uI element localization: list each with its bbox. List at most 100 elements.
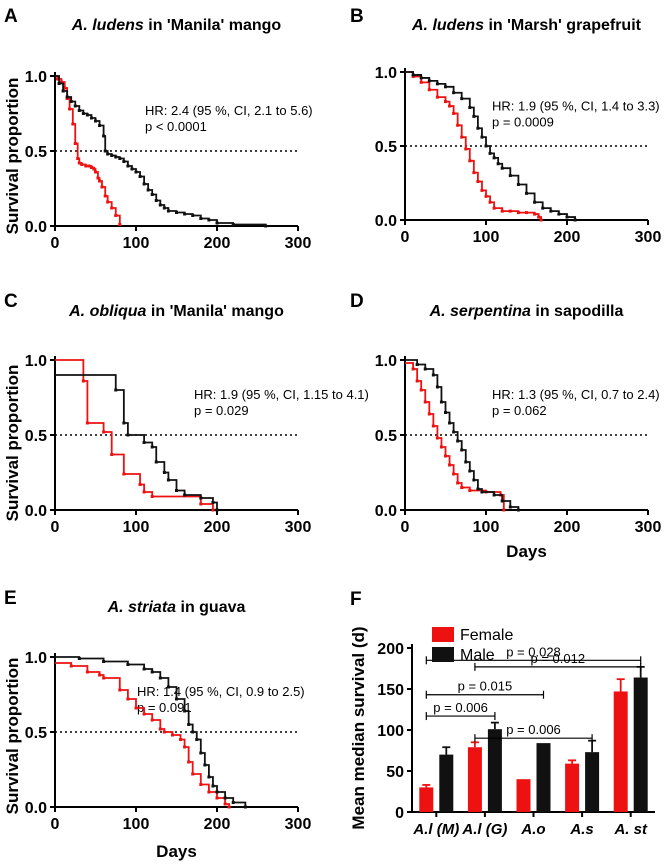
censor-mark-male bbox=[114, 388, 118, 392]
censor-mark-female bbox=[488, 200, 492, 204]
censor-mark-female bbox=[448, 104, 452, 108]
censor-mark-female bbox=[81, 379, 85, 383]
category-label: A.l (M) bbox=[412, 821, 459, 838]
censor-mark-female bbox=[439, 445, 443, 449]
censor-mark-female bbox=[150, 718, 154, 722]
x-tick-label: 100 bbox=[123, 816, 150, 833]
censor-mark-male bbox=[472, 478, 476, 482]
censor-mark-male bbox=[69, 100, 73, 103]
censor-mark-male bbox=[573, 218, 577, 222]
comparison-p-value: p = 0.015 bbox=[458, 679, 513, 694]
censor-mark-male bbox=[207, 218, 211, 222]
y-tick-label: 0.0 bbox=[25, 503, 47, 520]
censor-mark-male bbox=[468, 106, 472, 110]
category-label: A. st bbox=[613, 821, 648, 838]
y-tick-label: 50 bbox=[386, 764, 404, 781]
panel-title: A. ludens in 'Manila' mango bbox=[71, 17, 282, 34]
p-value-text: p = 0.091 bbox=[137, 700, 192, 715]
censor-mark-female bbox=[419, 388, 423, 392]
censor-mark-female bbox=[98, 179, 102, 183]
censor-mark-female bbox=[211, 508, 215, 512]
x-tick-label: 100 bbox=[123, 519, 150, 536]
survival-curve-female bbox=[55, 75, 121, 225]
censor-mark-male bbox=[73, 104, 77, 108]
censor-mark-female bbox=[85, 670, 89, 674]
legend-swatch-male bbox=[432, 647, 454, 662]
censor-mark-male bbox=[415, 363, 419, 366]
censor-mark-male bbox=[243, 805, 247, 809]
censor-mark-male bbox=[452, 91, 456, 95]
censor-mark-male bbox=[516, 182, 520, 186]
censor-mark-male bbox=[431, 373, 435, 377]
censor-mark-male bbox=[492, 156, 496, 160]
censor-mark-male bbox=[549, 209, 553, 213]
censor-mark-female bbox=[150, 495, 154, 498]
censor-mark-male bbox=[435, 82, 439, 86]
censor-mark-male bbox=[215, 508, 219, 512]
censor-mark-male bbox=[508, 505, 512, 509]
censor-mark-male bbox=[264, 224, 268, 228]
censor-mark-female bbox=[55, 77, 59, 81]
legend-swatch-female bbox=[432, 627, 454, 642]
censor-mark-female bbox=[431, 424, 435, 428]
censor-mark-male bbox=[480, 135, 484, 139]
title-host: in guava bbox=[176, 599, 245, 616]
censor-mark-male bbox=[118, 157, 122, 160]
censor-mark-male bbox=[435, 385, 439, 389]
censor-mark-male bbox=[500, 499, 504, 503]
censor-mark-female bbox=[476, 180, 480, 184]
y-tick-label: 0.5 bbox=[25, 428, 47, 445]
censor-mark-female bbox=[102, 676, 106, 680]
censor-mark-male bbox=[150, 670, 154, 674]
censor-mark-male bbox=[126, 433, 130, 437]
censor-mark-female bbox=[80, 163, 84, 166]
censor-mark-female bbox=[110, 453, 114, 456]
p-value-text: p = 0.0009 bbox=[492, 114, 554, 129]
censor-mark-male bbox=[533, 200, 537, 204]
censor-mark-male bbox=[77, 109, 81, 112]
censor-mark-male bbox=[565, 215, 569, 219]
censor-mark-male bbox=[166, 478, 170, 482]
censor-mark-female bbox=[92, 167, 96, 171]
censor-mark-male bbox=[223, 796, 227, 800]
censor-mark-male bbox=[468, 469, 472, 473]
censor-mark-male bbox=[158, 203, 162, 207]
censor-mark-male bbox=[150, 193, 154, 196]
x-tick-label: 300 bbox=[635, 229, 662, 246]
hazard-ratio-text: HR: 1.9 (95 %, CI, 1.4 to 3.3) bbox=[492, 98, 660, 113]
censor-mark-female bbox=[484, 194, 488, 198]
title-host: in 'Manila' mango bbox=[144, 17, 282, 34]
censor-mark-female bbox=[69, 664, 73, 668]
censor-mark-female bbox=[122, 472, 126, 476]
censor-mark-male bbox=[110, 154, 114, 157]
censor-mark-male bbox=[142, 182, 146, 186]
censor-mark-female bbox=[187, 760, 191, 764]
survival-curve-female bbox=[55, 662, 231, 807]
p-value-text: p < 0.0001 bbox=[145, 119, 207, 134]
censor-mark-male bbox=[199, 217, 203, 220]
censor-mark-female bbox=[464, 147, 468, 151]
comparison-p-value: p = 0.012 bbox=[531, 651, 586, 666]
censor-mark-male bbox=[138, 175, 142, 178]
bar-male bbox=[585, 752, 600, 812]
panel-label: C bbox=[4, 291, 18, 312]
x-tick-label: 0 bbox=[401, 519, 410, 536]
x-tick-label: 0 bbox=[51, 519, 60, 536]
censor-mark-male bbox=[175, 211, 178, 214]
x-tick-label: 300 bbox=[635, 519, 662, 536]
title-host: in sapodilla bbox=[531, 303, 624, 320]
censor-mark-female bbox=[448, 463, 452, 467]
censor-mark-female bbox=[468, 489, 472, 492]
censor-mark-female bbox=[215, 796, 219, 800]
censor-mark-female bbox=[85, 421, 89, 425]
category-label: A.l (G) bbox=[461, 821, 507, 838]
y-tick-label: 150 bbox=[377, 682, 404, 699]
y-tick-label: 0.5 bbox=[25, 725, 47, 742]
censor-mark-female bbox=[452, 111, 456, 115]
bar-female bbox=[565, 763, 580, 812]
y-axis-label: Survival proportion bbox=[3, 658, 22, 815]
censor-mark-male bbox=[65, 95, 69, 99]
censor-mark-female bbox=[533, 212, 537, 216]
censor-mark-male bbox=[77, 657, 81, 660]
censor-mark-male bbox=[516, 508, 520, 512]
